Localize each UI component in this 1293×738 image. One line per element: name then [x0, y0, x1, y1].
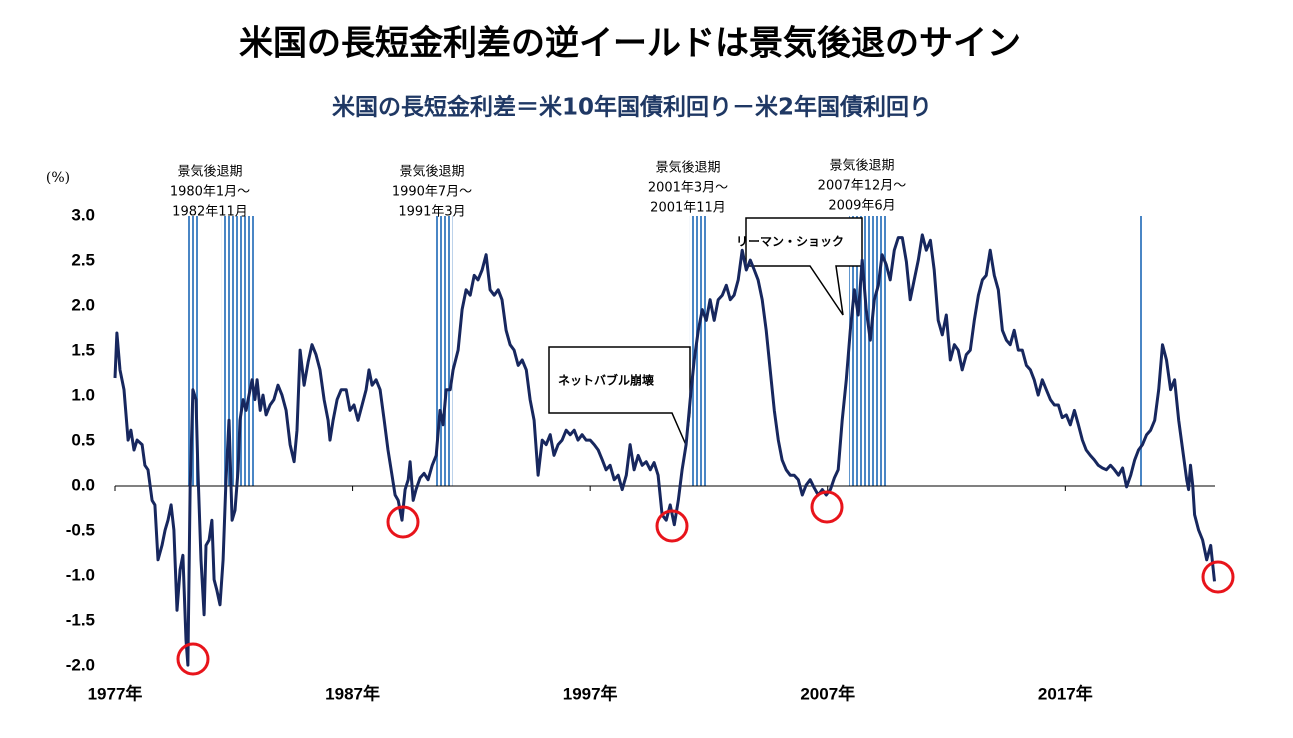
line-layer — [113, 233, 1216, 667]
recession-label: 景気後退期 — [829, 158, 894, 174]
recession-label: 1982年11月 — [172, 205, 248, 220]
highlight-circle — [176, 642, 210, 676]
y-unit: (%) — [46, 170, 70, 186]
highlight-circles — [176, 490, 1235, 676]
recession-band — [186, 216, 199, 486]
x-tick-label: 2017年 — [1038, 683, 1093, 703]
callout-box — [745, 217, 863, 316]
y-tick-label: -1.5 — [66, 610, 95, 629]
x-tick-label: 2007年 — [800, 683, 855, 703]
callout-box — [548, 346, 691, 448]
y-tick-label: 2.0 — [71, 295, 95, 314]
callout-text: リーマン・ショック — [736, 235, 844, 249]
x-tick-label: 1997年 — [563, 683, 618, 703]
highlight-circle — [1201, 560, 1235, 594]
x-tick-label: 1977年 — [88, 683, 143, 703]
recession-band — [1138, 216, 1144, 486]
recession-label: 景気後退期 — [655, 160, 720, 176]
y-tick-label: -0.5 — [66, 520, 95, 539]
y-tick-label: 3.0 — [71, 205, 95, 224]
y-tick-label: 1.0 — [71, 385, 95, 404]
recession-label: 2001年3月～ — [648, 181, 728, 196]
recession-label: 1991年3月 — [398, 205, 465, 220]
recession-label: 2001年11月 — [650, 201, 726, 216]
recession-band — [689, 216, 707, 486]
data-line — [113, 233, 1216, 667]
y-tick-label: 0.5 — [71, 430, 95, 449]
recession-label: 景気後退期 — [177, 164, 242, 180]
chart-title: 米国の長短金利差の逆イールドは景気後退のサイン — [239, 24, 1021, 64]
recession-label: 景気後退期 — [399, 164, 464, 180]
recession-label: 1990年7月～ — [392, 185, 472, 200]
chart-subtitle: 米国の長短金利差＝米10年国債利回り－米2年国債利回り — [332, 94, 932, 121]
highlight-circle — [655, 509, 689, 543]
axes: 3.0 2.5 2.0 1.5 1.0 0.5 0.0 -0.5 -1.0 -1.5 -2.0 197… — [66, 205, 1215, 703]
y-tick-label: 0.0 — [71, 475, 95, 494]
y-tick-label: 2.5 — [71, 250, 95, 269]
recession-label: 2007年12月～ — [818, 179, 907, 194]
y-tick-label: -1.0 — [66, 565, 95, 584]
x-tick-label: 1987年 — [325, 683, 380, 703]
highlight-circle — [386, 505, 420, 539]
y-tick-label: -2.0 — [66, 655, 95, 674]
recession-label: 2009年6月 — [828, 199, 895, 214]
recession-label: 1980年1月～ — [170, 185, 250, 200]
highlight-circle — [810, 490, 844, 524]
callout-text: ネットバブル崩壊 — [558, 373, 655, 388]
y-tick-label: 1.5 — [71, 340, 95, 359]
